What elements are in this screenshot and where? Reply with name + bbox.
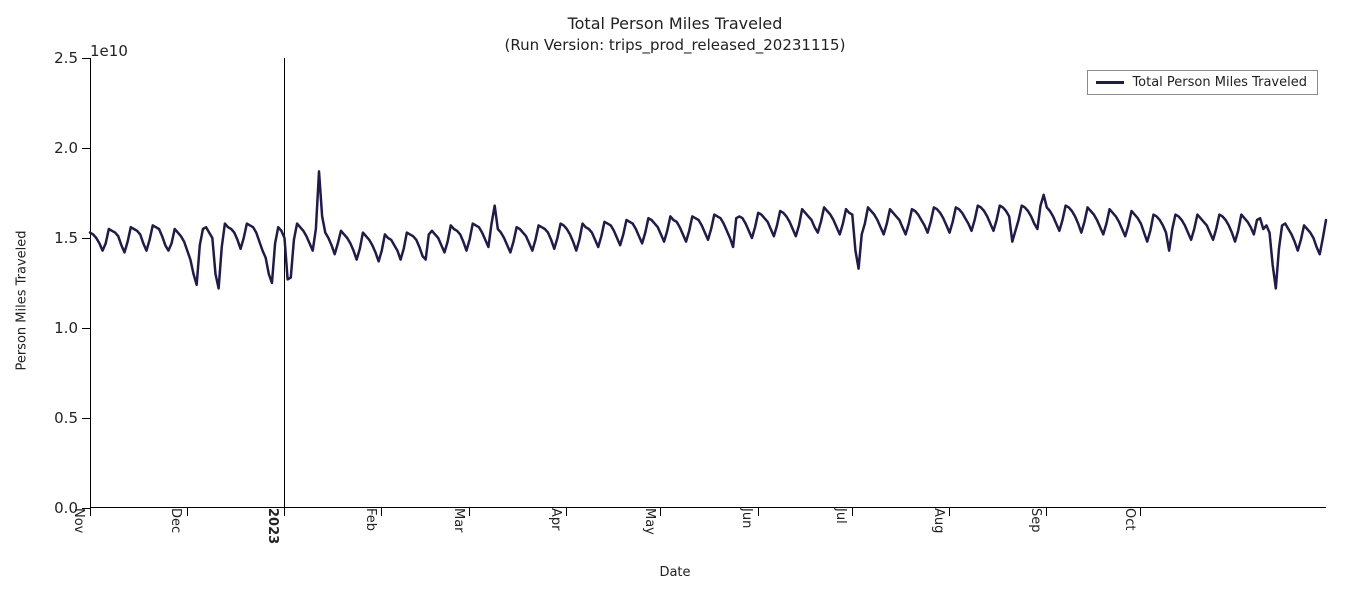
x-tick-label: May [642,508,667,535]
x-tick-label: Nov [71,508,96,533]
legend-label: Total Person Miles Traveled [1132,75,1307,90]
x-axis-label: Date [0,565,1350,580]
chart-subtitle: (Run Version: trips_prod_released_202311… [0,36,1350,54]
x-tick-label: Sep [1028,508,1053,533]
x-tick-label: Feb [363,508,388,531]
y-tick-label: 2.0 [54,139,90,157]
x-tick-label: Dec [168,508,193,533]
x-tick-label: 2023 [265,508,290,544]
chart-title: Total Person Miles Traveled [0,14,1350,33]
x-tick-label: Apr [548,508,573,531]
x-tick-label: Oct [1122,508,1147,530]
y-axis-label: Person Miles Traveled [12,0,32,600]
x-tick-label: Jul [833,508,858,524]
legend-swatch [1096,81,1124,84]
x-tick-label: Mar [451,508,476,533]
y-tick-label: 0.5 [54,409,90,427]
x-tick-label: Aug [931,508,956,533]
y-tick-label: 1.5 [54,229,90,247]
plot-area: 0.00.51.01.52.02.5 NovDec2023FebMarAprMa… [90,58,1326,508]
y-tick-label: 2.5 [54,49,90,67]
figure: Total Person Miles Traveled (Run Version… [0,0,1350,600]
legend: Total Person Miles Traveled [1087,70,1318,95]
x-tick-label: Jun [739,508,764,528]
y-tick-label: 1.0 [54,319,90,337]
line-series [90,58,1326,508]
